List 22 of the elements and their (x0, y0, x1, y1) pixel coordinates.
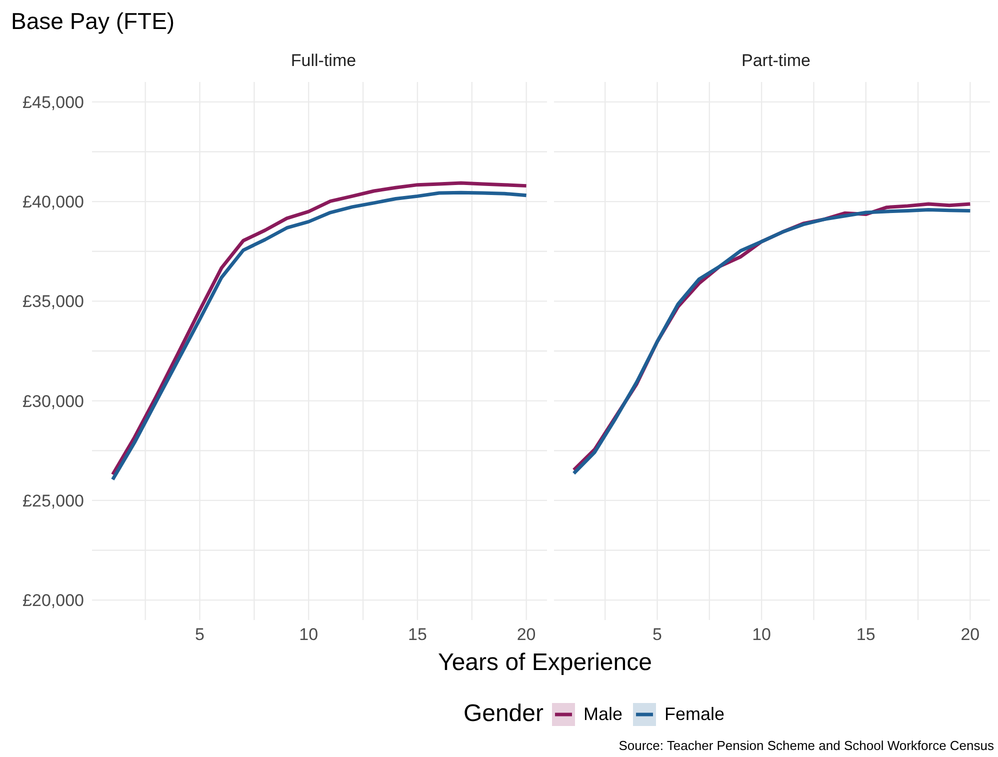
y-tick-label: £30,000 (22, 392, 84, 411)
y-tick-label: £20,000 (22, 591, 84, 610)
x-tick-label: 15 (408, 625, 427, 644)
chart-subtitle: Part-time (740, 51, 812, 71)
legend-title: Gender (463, 700, 544, 728)
x-tick-label: 10 (299, 625, 318, 644)
y-tick-label: £35,000 (22, 292, 84, 312)
chart-subtitle: Full-time (290, 51, 358, 71)
y-tick-label: £45,000 (22, 92, 84, 112)
x-tick-label: 10 (752, 625, 772, 644)
legend-label: Male (584, 704, 623, 724)
y-tick-label: £25,000 (22, 491, 84, 510)
x-axis-title: Years of Experience (437, 649, 653, 677)
chart-title: Base Pay (FTE) (11, 8, 175, 35)
x-tick-label: 5 (652, 625, 662, 644)
x-tick-label: 20 (960, 625, 980, 644)
y-tick-label: £40,000 (22, 192, 84, 212)
source-note: Source: Teacher Pension Scheme and School Workforce Census (618, 738, 994, 753)
x-tick-label: 15 (856, 625, 876, 644)
x-tick-label: 5 (195, 625, 204, 644)
x-tick-label: 20 (516, 625, 536, 644)
legend-label: Female (664, 704, 725, 724)
